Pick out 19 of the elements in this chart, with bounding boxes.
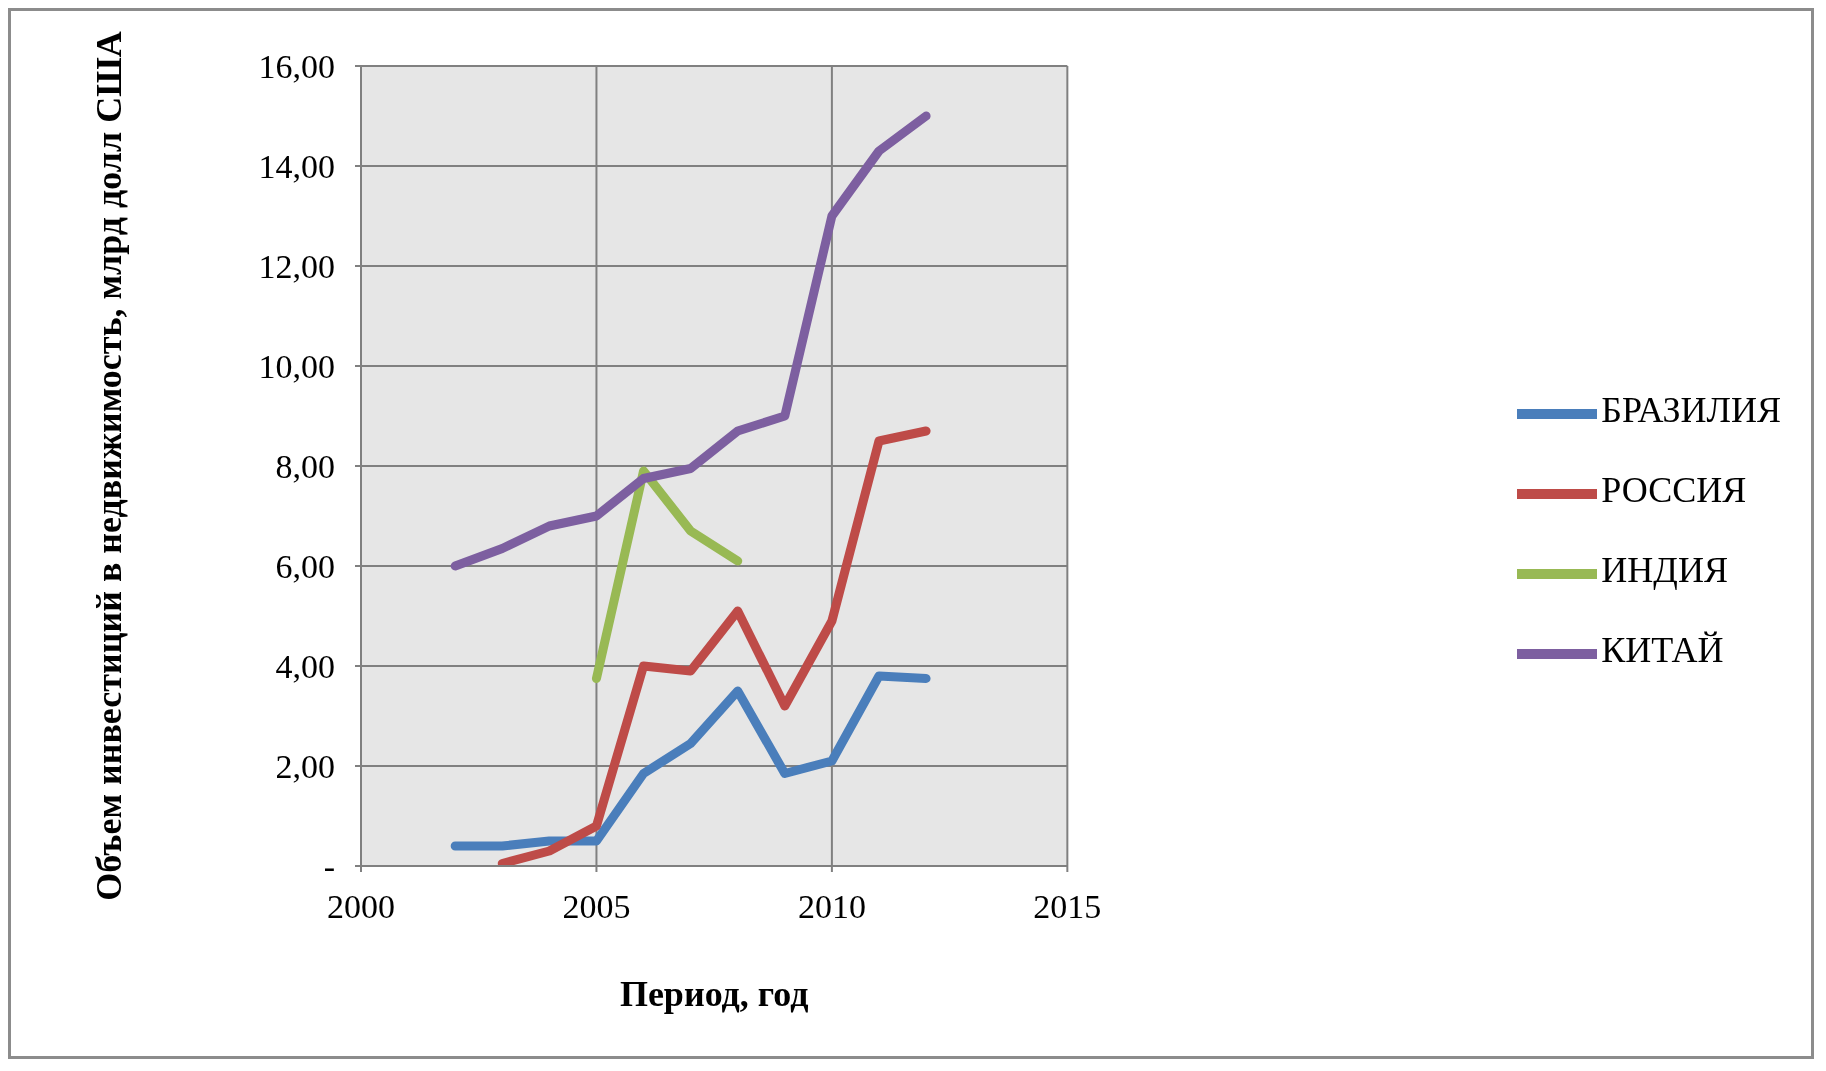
y-tick-label: - xyxy=(323,848,335,886)
y-tick-label: 2,00 xyxy=(275,748,335,786)
y-tick-label: 12,00 xyxy=(258,248,335,286)
x-tick-label: 2015 xyxy=(1033,888,1102,926)
y-axis-title: Объем инвестиций в недвижимость, млрд долл США xyxy=(89,31,129,901)
x-axis-title: Период, год xyxy=(619,974,809,1014)
x-tick-label: 2000 xyxy=(327,888,395,926)
legend-label: КИТАЙ xyxy=(1601,629,1724,670)
y-tick-label: 16,00 xyxy=(258,48,335,86)
legend-label: БРАЗИЛИЯ xyxy=(1601,389,1781,430)
y-tick-label: 10,00 xyxy=(258,348,335,386)
x-tick-label: 2010 xyxy=(797,888,866,926)
legend-label: ИНДИЯ xyxy=(1601,549,1728,590)
y-tick-label: 14,00 xyxy=(258,148,335,186)
y-tick-label: 4,00 xyxy=(275,648,335,686)
y-tick-label: 6,00 xyxy=(275,548,335,586)
legend-label: РОССИЯ xyxy=(1601,469,1747,510)
y-tick-label: 8,00 xyxy=(275,448,335,486)
x-tick-label: 2005 xyxy=(562,888,631,926)
